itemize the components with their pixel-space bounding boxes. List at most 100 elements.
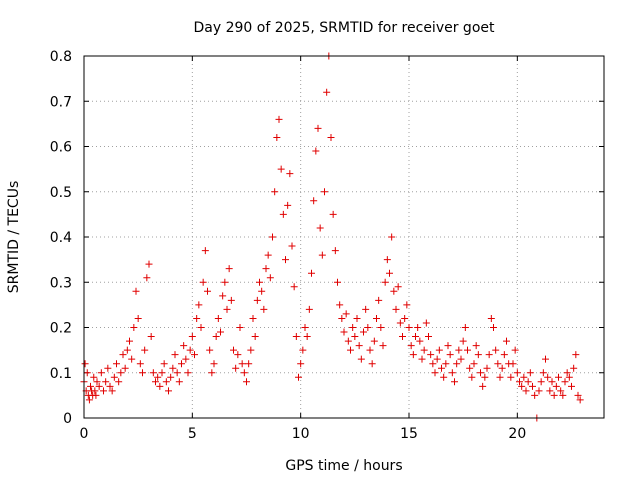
data-point [483,364,491,372]
data-point [388,233,396,241]
data-point [214,314,222,322]
data-point [546,387,554,395]
data-point [500,351,508,359]
data-point [403,301,411,309]
data-point [175,378,183,386]
data-point [297,360,305,368]
data-point [472,342,480,350]
data-point [383,256,391,264]
y-tick-label: 0.8 [50,49,72,65]
data-point [266,274,274,282]
data-point [305,305,313,313]
data-point [81,360,89,368]
data-point [429,360,437,368]
data-point [83,369,91,377]
data-point [455,346,463,354]
data-point [396,319,404,327]
data-point [90,373,98,381]
data-point [143,274,151,282]
data-point [559,391,567,399]
data-point [381,278,389,286]
data-point [247,346,255,354]
data-point [295,373,302,381]
data-point [448,369,456,377]
data-point [563,369,571,377]
data-point [113,360,120,368]
data-point [234,351,242,359]
data-point [256,278,263,286]
data-point [273,133,281,141]
data-point [370,337,378,345]
data-point [182,355,190,363]
data-point [275,115,283,123]
data-point [290,283,298,291]
data-point [288,242,296,250]
data-point [253,296,261,304]
data-point [204,287,211,295]
data-point [314,124,322,132]
data-point [561,378,569,386]
data-point [139,369,146,377]
data-point [407,342,415,350]
data-point [303,333,311,341]
data-point [377,324,385,331]
data-point [544,373,552,381]
data-point [409,351,417,359]
data-point [208,369,216,377]
data-point [487,314,495,322]
data-point [570,364,578,372]
data-point [184,369,192,377]
data-point [121,364,129,372]
data-point [496,373,504,381]
data-point [516,378,523,386]
data-point [154,373,162,381]
data-point [503,337,510,345]
data-point [145,260,153,268]
data-point [446,351,454,359]
y-axis-label: SRMTID / TECUs [6,181,22,294]
data-point [141,346,149,354]
tick-labels: 0 5 10 15 20 0 0.1 0.2 0.3 0.4 0.5 0.6 0.7 0.8 [50,49,527,442]
x-tick-label: 10 [292,426,310,442]
data-point [440,373,448,381]
data-point [442,360,450,368]
data-point [85,396,93,404]
data-point [431,369,439,377]
data-point [474,351,482,359]
data-point [360,328,367,336]
data-point [299,346,307,354]
data-point [186,346,194,354]
data-point [329,210,337,218]
data-point [102,378,110,386]
data-point [156,382,164,390]
data-point [331,247,339,255]
data-point [459,337,467,345]
data-point [282,256,289,264]
data-point [422,319,430,327]
data-point [394,283,402,291]
data-point [481,373,489,381]
data-point [238,360,246,368]
data-point [366,346,374,354]
y-tick-label: 0.7 [50,94,72,110]
data-point [342,310,350,318]
data-point [537,378,545,386]
data-point [236,324,244,331]
y-tick-label: 0.2 [50,321,72,337]
data-point [212,333,220,341]
data-point [552,382,560,390]
data-point [327,133,335,141]
x-tick-label: 15 [400,426,418,442]
data-point [349,324,357,331]
data-point [344,337,352,345]
data-point [227,296,235,304]
data-point [457,355,465,363]
data-point [548,378,556,386]
data-point [173,369,181,377]
data-point [529,382,536,390]
data-point [444,342,452,350]
data-point [169,364,177,372]
data-point [568,382,575,390]
